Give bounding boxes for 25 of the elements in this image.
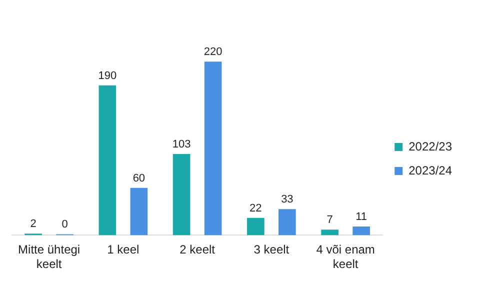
bar [172,154,190,236]
bar [352,226,370,236]
data-label: 11 [356,211,368,224]
x-tick-label: 2 keelt [180,242,216,257]
data-label: 7 [326,214,333,226]
data-label: 60 [132,172,146,184]
data-label: 22 [250,202,262,214]
x-tick-label: 4 või enam keelt [316,242,375,272]
bar [247,218,264,236]
bar [130,188,148,236]
x-tick-label: Mitte ühtegi keelt [18,242,80,272]
legend-label: 2022/23 [408,139,452,154]
bar [204,62,222,236]
data-label: 190 [98,70,117,82]
data-label: 220 [204,46,222,58]
bar [321,230,338,236]
legend-label: 2023/24 [408,163,452,178]
data-label: 33 [281,194,294,206]
data-label: 103 [172,138,191,150]
data-label: 0 [62,218,68,231]
x-tick-label: 1 keel [107,242,140,257]
bar [98,85,116,236]
x-tick-label: 3 keelt [254,242,290,257]
data-label: 2 [30,218,36,230]
bar [278,209,296,236]
